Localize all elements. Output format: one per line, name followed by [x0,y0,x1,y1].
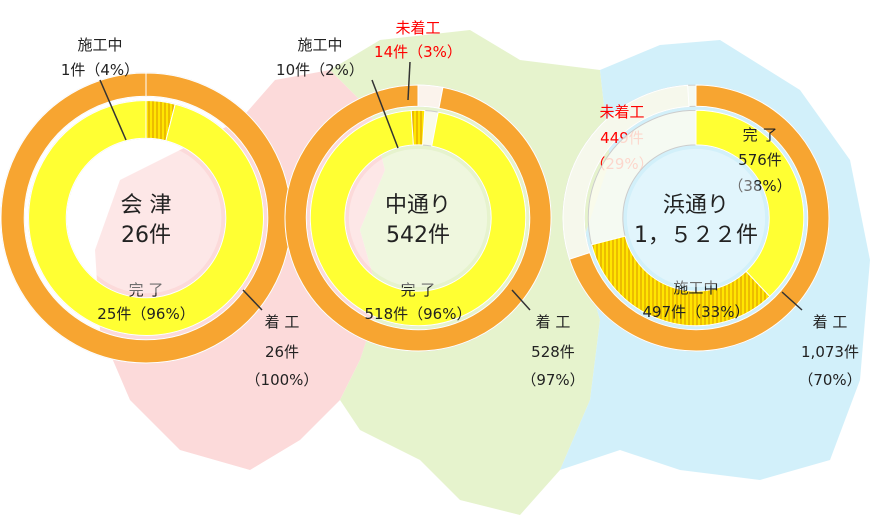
label-value-label: （96%） [131,305,194,323]
donut-segment [591,235,771,327]
label-name: 着 工 [265,313,300,331]
label-count-label: 576件 [738,151,782,169]
segment-label: （70%） [798,371,861,389]
segment-label: 25件（96%） [97,305,194,323]
segment-label: 10件（2%） [276,61,364,79]
segment-label: （100%） [246,371,319,389]
center-label: 浜通り [663,193,729,218]
label-value-label: （100%） [246,371,319,389]
label-name: 着 工 [536,313,571,331]
donut-segment [410,109,426,146]
donut-hole [70,142,222,294]
leader-line [371,79,399,149]
label-name: 完 了 [743,126,778,144]
label-count-label: 25件 [97,305,131,323]
segment-label: 26件 [265,343,299,361]
label-value-label: （2%） [310,61,364,79]
label-count-label: 528件 [531,343,575,361]
donut-segment [28,100,264,336]
segment-label: 576件 [738,151,782,169]
leader-line [407,61,411,101]
segment-label: 未着工 [599,103,644,121]
donut-segment [309,109,527,327]
label-value-label: （96%） [408,305,471,323]
leader-line [242,289,263,311]
label-name: 完 了 [401,281,436,299]
donut-hole [348,148,488,288]
label-count-label: 1,073件 [801,343,859,361]
label-count-label: 518件 [365,305,409,323]
segment-label: 施工中 [673,279,718,297]
donut: 未着工 14件（3%） 着 工 528件 （97%） 完 了 518件（96%） 施工中 10件… [276,19,585,389]
donut: 着 工 26件 （100%） 施工中 1件（4%） 完 了 25件（96%） 会 津 26件 [0,36,319,389]
donut-segment [695,109,805,298]
label-name: 施工中 [673,279,718,297]
label-name: 完 了 [129,281,164,299]
label-value-label: （4%） [85,61,139,79]
label-name: 施工中 [77,36,122,54]
label-name: 施工中 [297,36,342,54]
label-count-label: 26件 [265,343,299,361]
label-value-label: （38%） [728,177,791,195]
donut-hole [626,148,766,288]
center-label: 1，５２２件 [634,223,758,248]
label-name: 未着工 [395,19,440,37]
label-count-label: 497件 [643,303,687,321]
segment-label: 着 工 [536,313,571,331]
label-count-label: 10件 [276,61,310,79]
donut-segment [284,84,552,352]
segment-label: 施工中 [297,36,342,54]
segment-label: 1件（4%） [61,61,139,79]
leader-line [99,79,127,141]
center-label: 542件 [386,223,450,248]
leader-line [781,291,803,311]
segment-label: 528件 [531,343,575,361]
label-value-label: （70%） [798,371,861,389]
leader-line [511,289,531,311]
donut-segment [0,72,292,364]
segment-label: 497件（33%） [643,303,750,321]
segment-label: 完 了 [129,281,164,299]
center-label: 26件 [121,223,171,248]
label-name: 未着工 [599,103,644,121]
segment-label: 完 了 [743,126,778,144]
segment-label: 未着工 [395,19,440,37]
label-count-label: 1件 [61,61,86,79]
segment-label: 着 工 [813,313,848,331]
donut-segment [568,84,830,352]
segment-label: 完 了 [401,281,436,299]
label-value-label: （3%） [408,43,462,61]
label-value-label: （33%） [686,303,749,321]
label-value-label: （97%） [521,371,584,389]
segment-label: 1,073件 [801,343,859,361]
segment-label: 518件（96%） [365,305,472,323]
segment-label: （97%） [521,371,584,389]
segment-label: 着 工 [265,313,300,331]
center-label: 会 津 [121,193,172,218]
donut-segment [562,84,690,260]
center-label: 中通り [385,193,451,218]
leaders [99,61,803,311]
label-count-label: 14件 [374,43,408,61]
segment-label: 14件（3%） [374,43,462,61]
segment-label: （38%） [728,177,791,195]
label-name: 着 工 [813,313,848,331]
segment-label: 施工中 [77,36,122,54]
